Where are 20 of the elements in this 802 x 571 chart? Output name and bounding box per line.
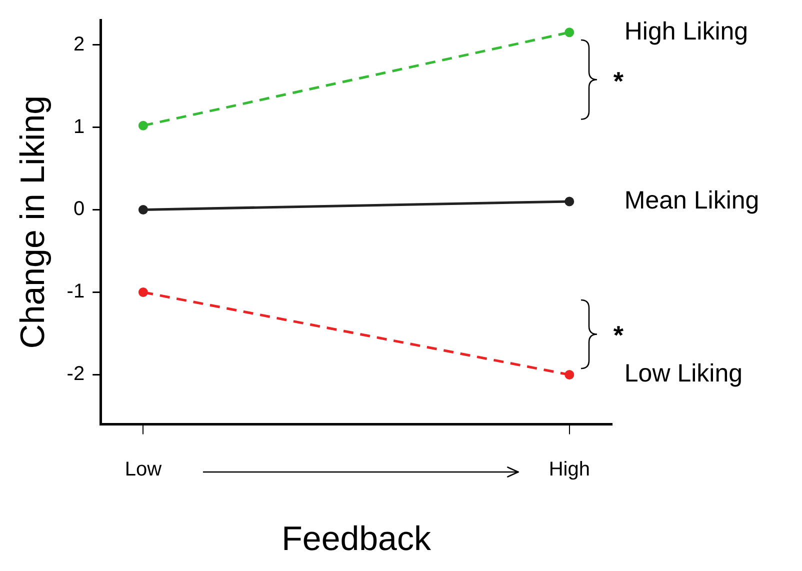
text: * — [613, 320, 624, 350]
x-tick-label: High — [548, 458, 590, 481]
y-tick-label: -1 — [66, 280, 85, 303]
point — [564, 370, 574, 380]
y-axis-title: Change in Liking — [14, 95, 52, 349]
point — [138, 120, 148, 130]
x-axis-title: Feedback — [282, 520, 432, 558]
point — [138, 204, 148, 214]
point — [564, 28, 574, 38]
y-tick-label: 0 — [73, 198, 85, 220]
point — [564, 196, 574, 206]
y-tick-label: 1 — [73, 116, 85, 138]
text: Mean Liking — [624, 186, 760, 214]
y-tick-label: 2 — [73, 33, 85, 56]
point — [138, 287, 148, 297]
y-tick-label: -2 — [66, 363, 85, 386]
text: Low Liking — [624, 360, 743, 388]
text: High Liking — [624, 17, 748, 46]
text: * — [613, 66, 624, 96]
x-tick-label: Low — [124, 458, 162, 481]
